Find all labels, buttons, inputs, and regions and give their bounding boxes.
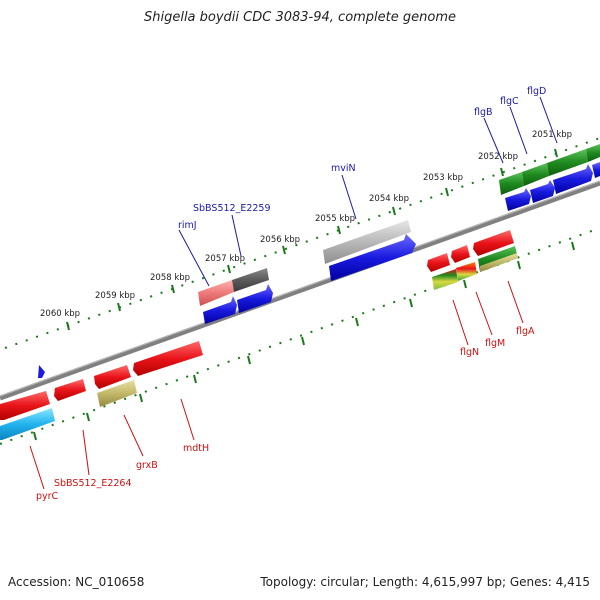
- feature-flgE[interactable]: [586, 144, 600, 162]
- gene-label-SbBS512_E2259: SbBS512_E2259: [193, 203, 271, 214]
- gene-label-flgM: flgM: [485, 338, 505, 349]
- gene-label-grxB: grxB: [136, 460, 158, 471]
- accession-text: Accession: NC_010658: [8, 575, 145, 589]
- cds-reverse-E2264[interactable]: [54, 379, 86, 401]
- feature-SbBS512_E2259[interactable]: [232, 268, 269, 292]
- scale-label-2053: 2053 kbp: [423, 173, 463, 183]
- feature-mdtH[interactable]: [133, 341, 203, 376]
- gene-label-mviN: mviN: [331, 163, 356, 174]
- feature-rimJ[interactable]: [198, 280, 234, 306]
- feature-flgB[interactable]: [499, 172, 524, 195]
- cds-reverse-grxB[interactable]: [94, 365, 131, 389]
- feature-flgA[interactable]: [478, 246, 518, 272]
- cds-forward-flgC[interactable]: [530, 180, 555, 203]
- scale-label-2051: 2051 kbp: [532, 130, 572, 140]
- gene-label-flgD: flgD: [527, 86, 546, 97]
- gene-label-flgA: flgA: [516, 326, 535, 337]
- scale-label-2052: 2052 kbp: [478, 152, 518, 162]
- cds-forward-rimJ[interactable]: [203, 296, 237, 324]
- cds-forward-mviN[interactable]: [329, 234, 416, 281]
- gene-label-SbBS512_E2264: SbBS512_E2264: [54, 478, 132, 489]
- cds-reverse-flgN[interactable]: [427, 253, 450, 272]
- cds-forward-flgD[interactable]: [553, 164, 593, 194]
- cds-forward-flgE[interactable]: [592, 162, 600, 178]
- scale-label-2055: 2055 kbp: [315, 214, 355, 224]
- gene-label-mdtH: mdtH: [183, 443, 209, 454]
- cds-reverse-flgM[interactable]: [451, 245, 470, 263]
- feature-flgD[interactable]: [547, 149, 588, 176]
- lower-scale-ticks: [33, 241, 575, 441]
- gene-label-flgN: flgN: [460, 347, 479, 358]
- map-title: Shigella boydii CDC 3083-94, complete ge…: [143, 10, 457, 25]
- gene-label-rimJ: rimJ: [178, 220, 197, 231]
- scale-label-2060: 2060 kbp: [40, 309, 80, 319]
- topology-text: Topology: circular; Length: 4,615,997 bp…: [260, 575, 590, 589]
- feature-pyrC[interactable]: [0, 408, 55, 440]
- cds-forward-small[interactable]: [38, 365, 45, 378]
- label-connectors-bottom: [29, 280, 524, 490]
- feature-mviN[interactable]: [323, 220, 411, 264]
- cds-reverse-flgA[interactable]: [473, 230, 514, 256]
- genome-backbone-highlight: [0, 180, 600, 397]
- gene-label-pyrC: pyrC: [36, 491, 59, 502]
- scale-label-2059: 2059 kbp: [95, 291, 135, 301]
- cds-reverse-pyrC-upper[interactable]: [0, 391, 50, 420]
- scale-label-2057: 2057 kbp: [205, 254, 245, 264]
- scale-label-2058: 2058 kbp: [150, 273, 190, 283]
- label-connectors-top: [178, 96, 558, 287]
- cds-forward-E2259[interactable]: [237, 284, 273, 313]
- gene-label-flgC: flgC: [500, 96, 519, 107]
- scale-label-2056: 2056 kbp: [260, 235, 300, 245]
- upper-scale-ticks: [66, 148, 558, 331]
- feature-flgM[interactable]: [456, 262, 477, 281]
- gene-label-flgB: flgB: [474, 107, 493, 118]
- feature-flgN[interactable]: [432, 269, 458, 290]
- feature-flgC[interactable]: [522, 163, 549, 186]
- cds-forward-flgB[interactable]: [505, 188, 531, 211]
- genome-backbone: [0, 180, 600, 401]
- feature-grxB[interactable]: [97, 380, 137, 407]
- scale-label-2054: 2054 kbp: [369, 194, 409, 204]
